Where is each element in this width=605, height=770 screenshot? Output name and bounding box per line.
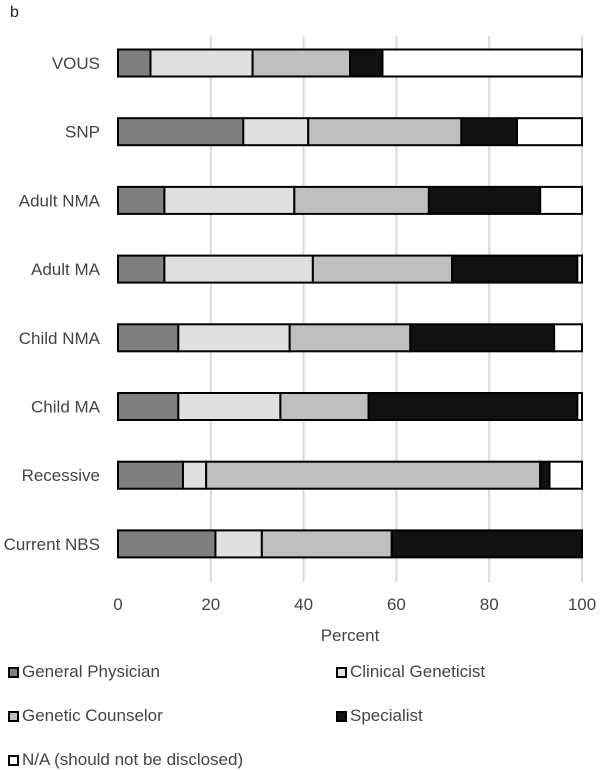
x-tick-label: 40	[294, 595, 313, 614]
bar-segment-specialist	[539, 460, 551, 490]
category-label: Child NMA	[19, 329, 101, 348]
bar-segment-genetic	[288, 323, 412, 353]
bar-segment-genetic	[311, 254, 454, 284]
x-tick-label: 80	[480, 595, 499, 614]
bar-segment-specialist	[460, 117, 519, 147]
x-axis-label: Percent	[321, 626, 380, 645]
category-label: SNP	[65, 123, 100, 142]
category-label: Recessive	[22, 466, 100, 485]
bar-segment-specialist	[390, 529, 584, 559]
bar-segment-specialist	[427, 185, 542, 215]
category-label: VOUS	[52, 54, 100, 73]
bar-segment-clinical	[163, 185, 296, 215]
bar-segment-clinical	[177, 392, 282, 421]
bar-segment-na	[548, 460, 584, 490]
bar-segment-clinical	[177, 323, 291, 353]
bar-segment-na	[576, 254, 583, 284]
category-label: Adult MA	[31, 260, 101, 279]
bar-segment-general	[117, 529, 217, 559]
bar-segment-general	[117, 117, 245, 147]
bars	[117, 48, 584, 559]
bar-segment-specialist	[409, 323, 556, 353]
x-tick-label: 60	[387, 595, 406, 614]
bar-segment-general	[117, 460, 184, 490]
bar-segment-na	[539, 185, 583, 215]
bar-segment-clinical	[149, 48, 254, 78]
category-labels: VOUS SNP Adult NMA Adult MA Child NMA Child M…	[4, 54, 101, 554]
bar-segment-clinical	[181, 460, 208, 490]
panel-label: b	[10, 4, 19, 21]
category-label: Adult NMA	[19, 191, 101, 210]
bar-segment-na	[553, 323, 583, 353]
x-tick-labels: 0 20 40 60 80 100	[113, 595, 596, 614]
x-tick-label: 100	[568, 595, 596, 614]
bar-segment-general	[117, 254, 166, 284]
bar-segment-na	[576, 392, 583, 421]
bar-segment-general	[117, 48, 152, 78]
bar-segment-na	[381, 48, 584, 78]
x-tick-label: 0	[113, 595, 122, 614]
category-label: Current NBS	[4, 535, 100, 554]
bar-segment-genetic	[260, 529, 393, 559]
bar-segment-genetic	[293, 185, 430, 215]
bar-segment-specialist	[451, 254, 579, 284]
bar-segment-clinical	[163, 254, 314, 284]
bar-segment-general	[117, 185, 166, 215]
bar-segment-genetic	[205, 460, 542, 490]
bar-segment-clinical	[214, 529, 263, 559]
bar-segment-genetic	[251, 48, 351, 78]
x-tick-label: 20	[201, 595, 220, 614]
bar-segment-genetic	[307, 117, 463, 147]
bar-segment-na	[516, 117, 583, 147]
bar-segment-specialist	[367, 392, 579, 421]
bar-segment-general	[117, 323, 180, 353]
bar-segment-genetic	[279, 392, 370, 421]
bar-segment-clinical	[242, 117, 310, 147]
bar-segment-general	[117, 392, 180, 421]
category-label: Child MA	[31, 398, 101, 417]
bar-segment-specialist	[349, 48, 384, 78]
